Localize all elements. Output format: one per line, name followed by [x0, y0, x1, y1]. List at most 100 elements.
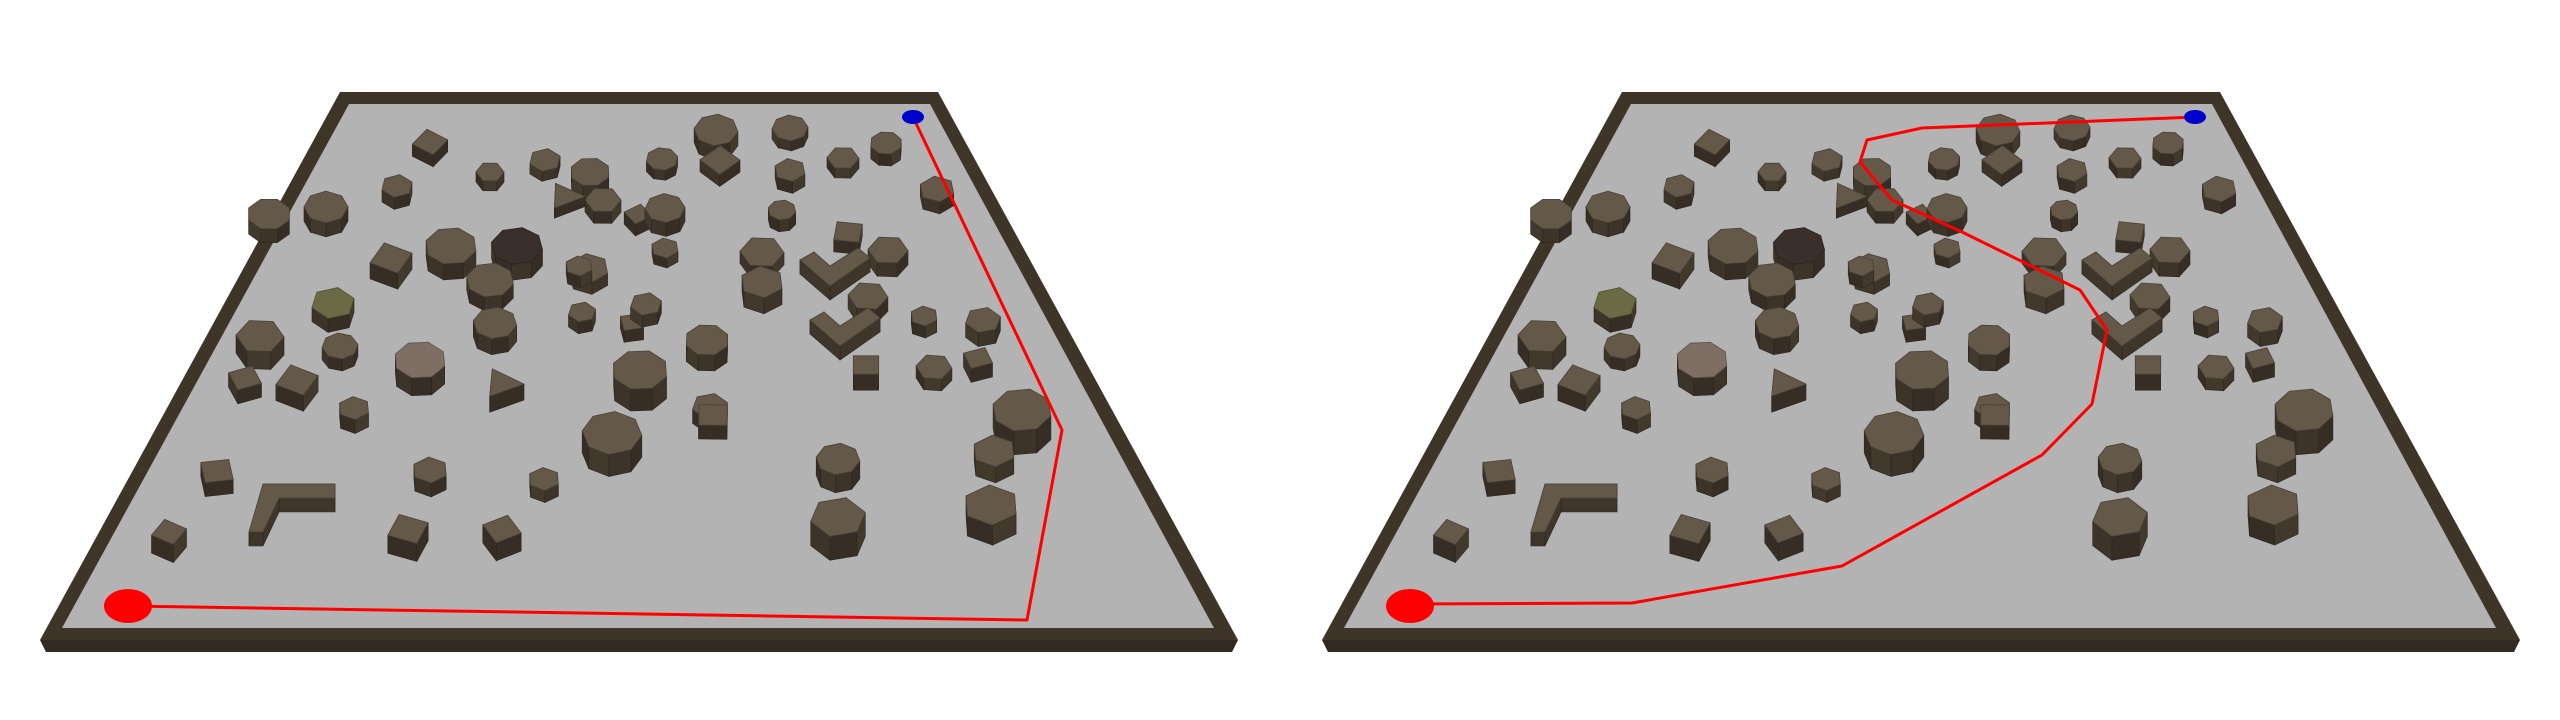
- obstacle-block: [1663, 174, 1695, 210]
- obstacle-block: [685, 324, 729, 372]
- obstacle-block: [1811, 148, 1843, 182]
- obstacle-block: [2108, 147, 2142, 179]
- obstacle-block: [1517, 320, 1567, 371]
- obstacle-block: [644, 193, 686, 237]
- obstacle-block: [1693, 128, 1731, 168]
- obstacle-block: [321, 332, 359, 372]
- obstacle-block: [826, 147, 860, 179]
- obstacle-block: [915, 354, 953, 392]
- obstacle-block: [584, 188, 622, 225]
- obstacle-block: [2092, 497, 2148, 561]
- obstacle-block: [472, 306, 518, 356]
- obstacle-block: [482, 514, 522, 562]
- obstacle-block: [1585, 190, 1631, 238]
- obstacle-block: [529, 148, 561, 182]
- obstacle-block: [1695, 456, 1729, 498]
- obstacle-block: [1676, 341, 1728, 397]
- obstacle-block: [2197, 354, 2235, 392]
- obstacle-block: [852, 355, 880, 391]
- obstacle-l-block: [799, 247, 871, 301]
- obstacle-block: [275, 364, 319, 413]
- obstacle-block: [200, 458, 234, 497]
- planned-path: [127, 116, 1064, 622]
- obstacle-block: [910, 305, 938, 339]
- obstacle-block: [303, 190, 349, 238]
- obstacle-block: [2115, 221, 2145, 255]
- obstacle-block: [227, 365, 263, 405]
- obstacle-block: [2274, 388, 2334, 456]
- obstacle-block: [2201, 175, 2237, 215]
- obstacle-block: [466, 262, 514, 312]
- obstacle-block: [2056, 158, 2088, 194]
- obstacle-block: [2244, 347, 2276, 383]
- obstacle-l-block: [2081, 247, 2153, 301]
- obstacle-block: [394, 341, 446, 397]
- obstacle-block: [1912, 292, 1944, 328]
- obstacle-block: [2134, 355, 2162, 391]
- obstacle-block: [311, 287, 355, 333]
- obstacle-l-block: [809, 307, 881, 361]
- obstacle-block: [1754, 306, 1800, 356]
- planned-path: [1409, 115, 2196, 606]
- obstacle-block: [565, 255, 593, 289]
- obstacle-block: [248, 198, 290, 244]
- obstacle-block: [1482, 458, 1516, 497]
- obstacle-block: [339, 396, 369, 434]
- obstacle-block: [771, 114, 809, 152]
- obstacle-block: [1847, 255, 1875, 289]
- obstacle-block: [1530, 198, 1572, 244]
- obstacle-block: [613, 350, 667, 412]
- obstacle-block: [699, 145, 741, 187]
- obstacle-block: [630, 292, 662, 328]
- obstacle-block: [1933, 237, 1961, 269]
- obstacle-block: [774, 158, 806, 194]
- obstacle-block: [413, 456, 447, 498]
- obstacle-block: [2049, 199, 2079, 233]
- obstacle-block: [568, 301, 596, 335]
- obstacle-block: [1811, 467, 1841, 503]
- obstacle-block: [645, 147, 679, 181]
- obstacle-block: [411, 128, 449, 168]
- obstacle-block: [369, 242, 413, 291]
- obstacle-block: [767, 199, 797, 233]
- obstacle-block: [1927, 147, 1961, 181]
- obstacle-block: [1669, 514, 1711, 562]
- obstacle-block: [973, 434, 1015, 484]
- obstacle-block: [870, 131, 902, 167]
- obstacle-l-block: [1530, 483, 1618, 547]
- obstacle-block: [2247, 484, 2299, 546]
- obstacle-block: [1509, 365, 1545, 405]
- obstacle-block: [489, 368, 526, 413]
- obstacle-block: [741, 265, 783, 315]
- obstacle-block: [1593, 287, 1637, 333]
- obstacle-block: [1850, 301, 1878, 335]
- obstacle-block: [1980, 404, 2010, 440]
- obstacle-block: [1757, 162, 1787, 192]
- obstacle-l-block: [248, 483, 336, 547]
- obstacle-block: [651, 237, 679, 269]
- obstacle-block: [1866, 188, 1904, 225]
- obstacle-block: [1651, 242, 1695, 291]
- arena-wall-front: [1322, 640, 2520, 652]
- obstacle-block: [833, 221, 863, 255]
- arena-wall-front: [40, 640, 1238, 652]
- obstacle-block: [387, 514, 429, 562]
- obstacle-block: [2152, 131, 2184, 167]
- obstacle-block: [1771, 368, 1808, 413]
- obstacle-block: [2247, 307, 2283, 348]
- obstacle-block: [867, 236, 909, 278]
- obstacle-block: [698, 404, 728, 440]
- start-marker: [1386, 589, 1434, 623]
- obstacle-block: [2023, 265, 2065, 315]
- obstacle-block: [1967, 324, 2011, 372]
- obstacle-block: [581, 411, 643, 477]
- obstacle-block: [1975, 113, 2021, 161]
- obstacle-block: [553, 182, 587, 219]
- obstacle-block: [2097, 442, 2143, 494]
- obstacle-block: [1895, 350, 1949, 412]
- obstacle-block: [2192, 305, 2220, 339]
- obstacle-block: [1603, 332, 1641, 372]
- left-panel: [40, 92, 1238, 652]
- obstacle-block: [1835, 182, 1869, 219]
